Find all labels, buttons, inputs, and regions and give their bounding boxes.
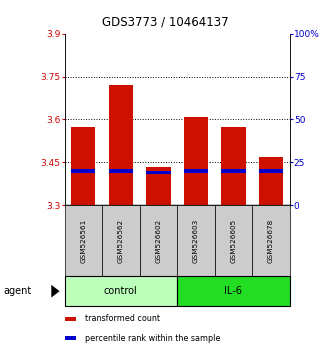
Text: transformed count: transformed count	[85, 314, 160, 323]
Text: GSM526562: GSM526562	[118, 218, 124, 263]
Text: GSM526678: GSM526678	[268, 218, 274, 263]
Bar	[71, 127, 95, 205]
Text: control: control	[104, 286, 138, 296]
Bar	[146, 171, 170, 174]
Bar	[109, 169, 133, 173]
Bar	[221, 169, 246, 173]
Bar	[109, 85, 133, 205]
Bar	[259, 169, 283, 173]
Bar	[259, 157, 283, 205]
Text: GSM526605: GSM526605	[230, 218, 236, 263]
Polygon shape	[51, 285, 60, 297]
Bar	[140, 205, 177, 276]
Text: GDS3773 / 10464137: GDS3773 / 10464137	[102, 16, 229, 29]
Text: GSM526602: GSM526602	[155, 218, 161, 263]
Bar	[184, 169, 208, 173]
Bar	[65, 336, 76, 340]
Bar	[214, 205, 252, 276]
Bar	[65, 205, 102, 276]
Text: agent: agent	[3, 286, 31, 296]
Bar	[184, 116, 208, 205]
Bar	[102, 205, 140, 276]
Bar	[65, 316, 76, 321]
Bar	[146, 167, 170, 205]
Text: GSM526561: GSM526561	[80, 218, 86, 263]
Bar	[177, 276, 290, 306]
Text: GSM526603: GSM526603	[193, 218, 199, 263]
Bar	[65, 276, 177, 306]
Bar	[177, 205, 214, 276]
Text: IL-6: IL-6	[224, 286, 242, 296]
Text: percentile rank within the sample: percentile rank within the sample	[85, 333, 220, 343]
Bar	[71, 169, 95, 173]
Bar	[252, 205, 290, 276]
Bar	[221, 127, 246, 205]
